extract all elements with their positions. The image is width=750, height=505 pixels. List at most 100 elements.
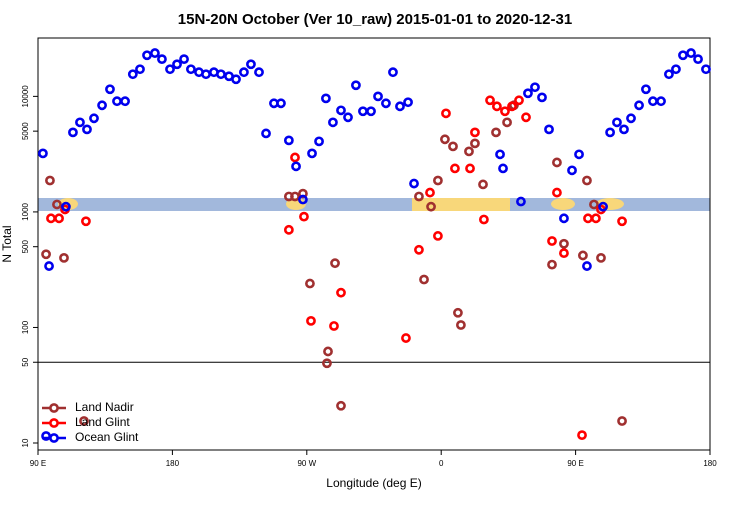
point [336, 287, 346, 298]
x-tick-label: 0 [439, 459, 444, 468]
point [479, 214, 489, 225]
point [127, 69, 138, 80]
point [619, 124, 629, 135]
point [142, 50, 152, 61]
point [276, 98, 286, 109]
legend-label: Land Nadir [75, 400, 134, 414]
point [544, 124, 554, 135]
land-band [412, 198, 510, 211]
point [135, 64, 145, 75]
point [450, 163, 460, 174]
point [507, 101, 517, 112]
point [426, 201, 436, 212]
point [59, 252, 69, 263]
point [97, 100, 107, 111]
point [41, 249, 51, 260]
point [61, 201, 71, 212]
point [678, 50, 688, 61]
x-tick-label: 180 [703, 459, 717, 468]
point [530, 82, 540, 93]
point [179, 54, 189, 65]
point [81, 216, 91, 227]
point [336, 400, 346, 411]
point [425, 187, 435, 198]
point [559, 238, 569, 249]
point [358, 106, 368, 117]
point [388, 67, 398, 78]
point [305, 278, 315, 289]
point [314, 136, 324, 147]
legend-marker [49, 433, 59, 443]
point [523, 88, 533, 99]
point [414, 244, 424, 255]
point [433, 231, 443, 241]
point [567, 165, 577, 176]
x-tick-label: 90 W [297, 459, 316, 468]
point [328, 117, 338, 128]
point [165, 64, 175, 75]
point [373, 91, 383, 102]
point [201, 69, 211, 80]
x-axis-label: Longitude (deg E) [326, 476, 421, 490]
point [582, 261, 592, 271]
point [283, 135, 294, 146]
point [634, 100, 644, 111]
point [612, 117, 622, 128]
point [440, 134, 450, 145]
point [433, 175, 443, 186]
point [330, 258, 340, 269]
point [498, 163, 508, 174]
point [577, 430, 587, 441]
point [605, 127, 615, 138]
point [68, 127, 78, 138]
point [552, 187, 562, 198]
point [45, 175, 55, 186]
chart-title: 15N-20N October (Ver 10_raw) 2015-01-01 … [178, 11, 572, 28]
point [583, 213, 593, 224]
point [547, 236, 557, 246]
point [502, 117, 512, 128]
point [216, 69, 226, 80]
point [120, 96, 130, 107]
point [105, 84, 115, 95]
point [465, 163, 475, 174]
point [574, 149, 584, 160]
x-tick-label: 90 E [30, 459, 46, 468]
point [552, 157, 562, 168]
point [329, 321, 339, 331]
point [648, 96, 658, 107]
point [478, 179, 488, 190]
point [582, 175, 592, 186]
y-tick-label: 10 [21, 438, 30, 447]
point [54, 213, 64, 224]
point [453, 307, 463, 318]
point [514, 95, 524, 106]
point [547, 259, 557, 270]
point [617, 216, 627, 227]
point [492, 101, 502, 112]
point [79, 416, 89, 426]
point [321, 93, 331, 104]
y-tick-label: 1000 [21, 202, 30, 220]
plot-frame [37, 37, 711, 451]
legend-label: Land Glint [75, 415, 130, 429]
point [150, 48, 160, 58]
legend-label: Ocean Glint [75, 430, 139, 444]
y-tick-label: 5000 [21, 122, 30, 140]
x-tick-label: 90 E [567, 459, 583, 468]
point [701, 64, 711, 75]
point [38, 148, 48, 159]
y-tick-label: 10000 [21, 85, 30, 108]
point [456, 320, 466, 330]
point [89, 113, 99, 124]
point [307, 148, 317, 159]
point [470, 127, 480, 138]
y-tick-label: 50 [21, 357, 30, 366]
point [44, 261, 54, 271]
legend-marker [49, 418, 59, 428]
point [291, 161, 301, 172]
point [395, 101, 405, 112]
point [172, 59, 182, 70]
point [283, 224, 294, 235]
